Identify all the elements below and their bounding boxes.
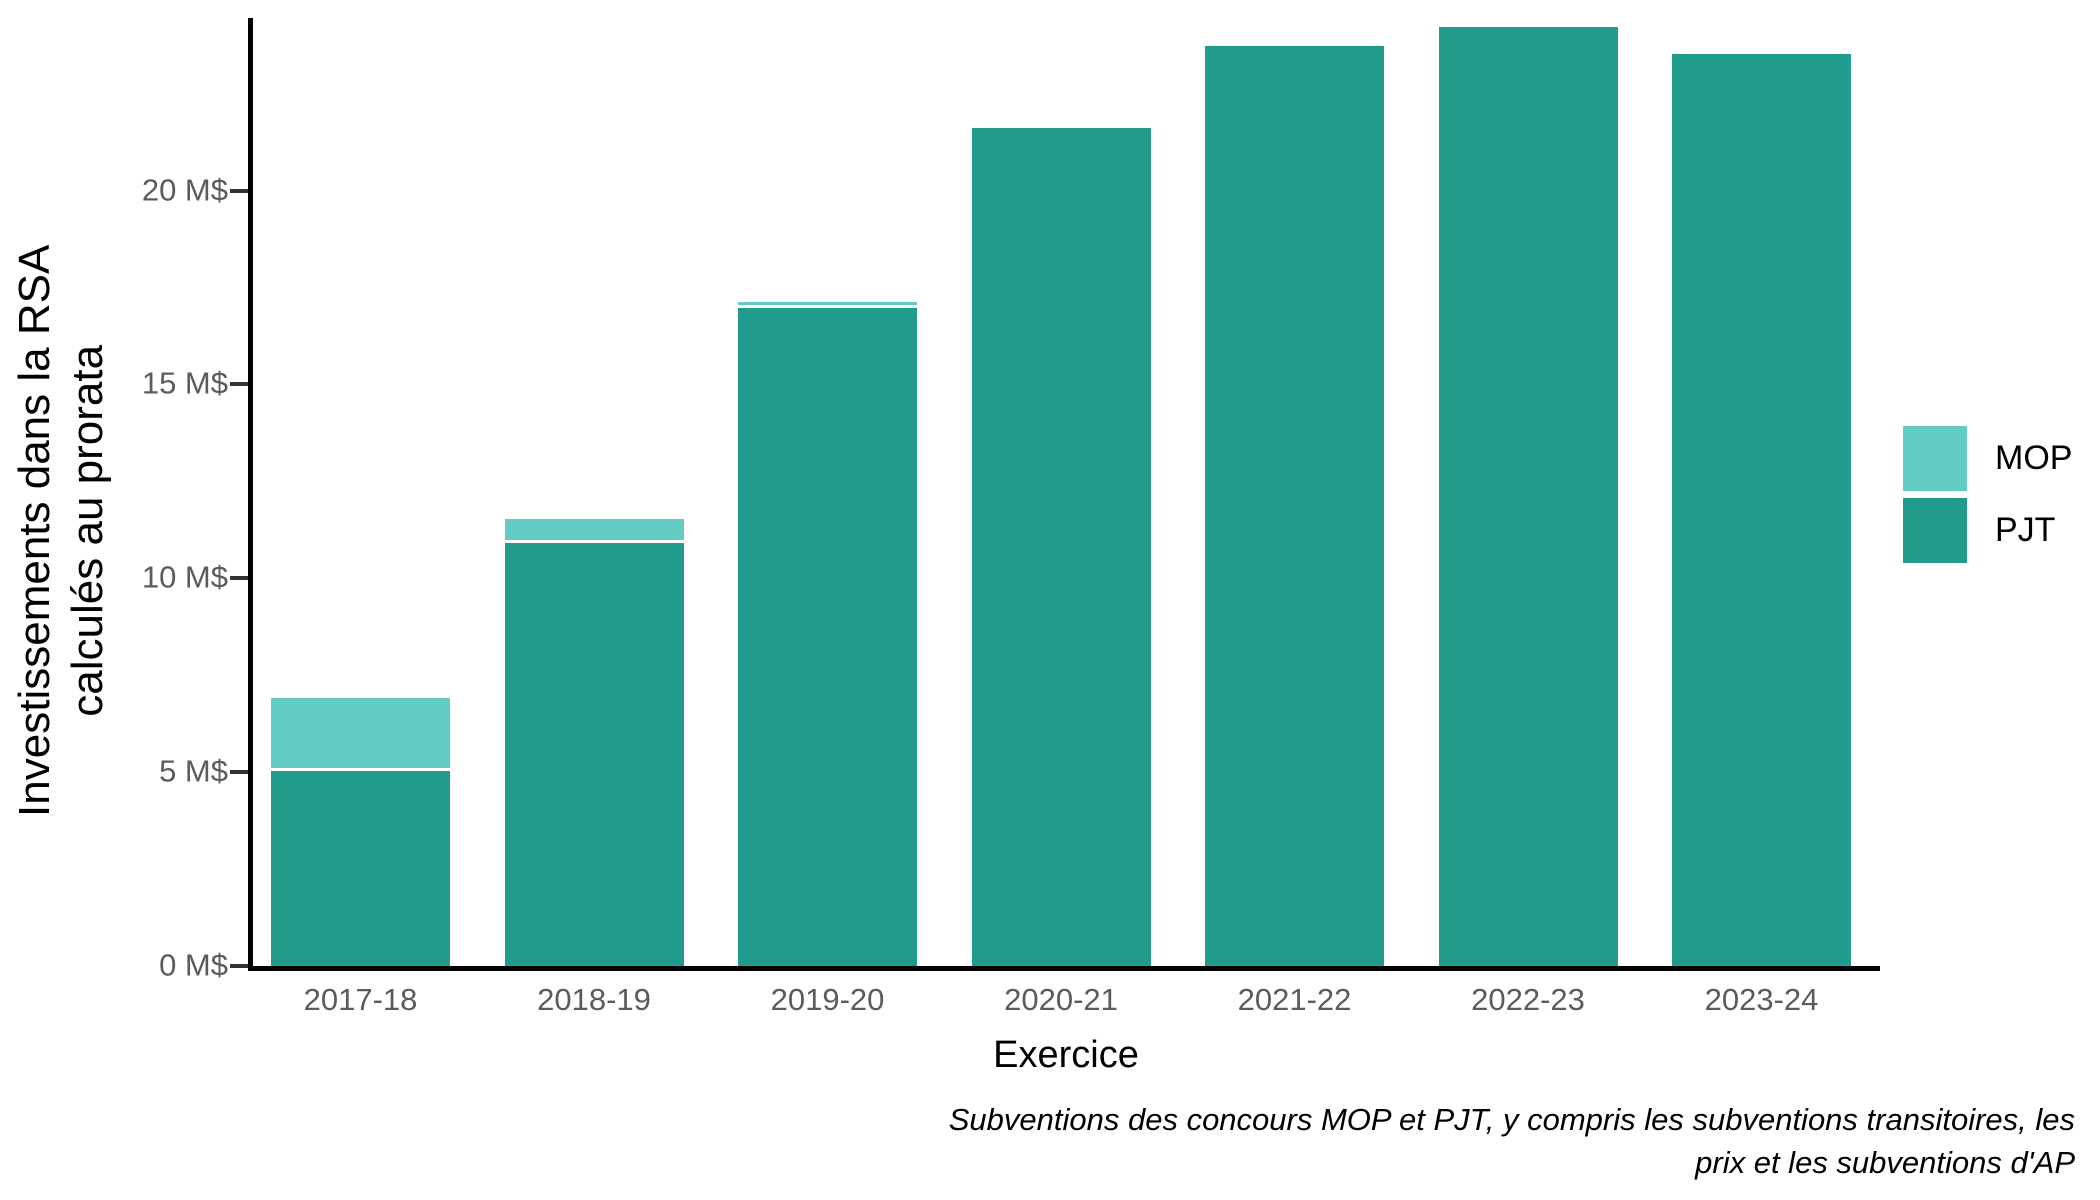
y-tick-mark: [230, 188, 248, 193]
bar-segment-pjt-2022-23: [1435, 23, 1621, 966]
y-axis-title-line2: calculés au prorata: [63, 344, 112, 717]
bar-2017-18: [268, 694, 453, 966]
y-axis-line: [248, 18, 253, 971]
bar-segment-pjt-2020-21: [968, 124, 1154, 966]
bar-segment-mop-2018-19: [501, 516, 687, 540]
bar-segment-mop-2019-20: [735, 299, 920, 305]
bar-2023-24: [1669, 51, 1854, 966]
y-tick-label: 0 M$: [159, 947, 228, 983]
legend-item-mop: MOP: [1903, 426, 2072, 491]
x-tick-label-2021-22: 2021-22: [1237, 982, 1352, 1017]
y-tick-label: 10 M$: [141, 559, 228, 595]
x-tick-label-2019-20: 2019-20: [770, 982, 885, 1017]
caption-line1: Subventions des concours MOP et PJT, y c…: [948, 1102, 2075, 1137]
y-tick-mark: [230, 964, 248, 968]
y-tick-label: 5 M$: [159, 753, 228, 789]
y-tick-label: 20 M$: [141, 171, 228, 207]
bar-segment-pjt-2017-18: [268, 768, 453, 966]
bar-2019-20: [735, 299, 920, 966]
legend: MOP PJT: [1903, 426, 2072, 563]
x-axis-line: [248, 966, 1880, 971]
x-tick-label-2022-23: 2022-23: [1471, 982, 1585, 1017]
caption-line2: prix et les subventions d'AP: [1695, 1145, 2075, 1181]
legend-label-pjt: PJT: [1995, 511, 2056, 549]
legend-swatch-mop: [1903, 426, 1967, 491]
x-axis-title: Exercice: [993, 1034, 1139, 1076]
legend-label-mop: MOP: [1995, 439, 2073, 477]
bar-2022-23: [1435, 23, 1621, 966]
bar-segment-pjt-2023-24: [1669, 51, 1854, 966]
y-tick-mark: [230, 382, 248, 387]
y-tick-mark: [230, 576, 248, 581]
y-axis-title-line1: Investissements dans la RSA: [10, 244, 60, 817]
y-tick-mark: [230, 770, 248, 775]
y-tick-label: 15 M$: [141, 365, 228, 401]
legend-item-pjt: PJT: [1903, 498, 2072, 563]
x-tick-label-2023-24: 2023-24: [1704, 982, 1819, 1017]
bar-segment-mop-2017-18: [268, 694, 453, 769]
bar-2020-21: [968, 124, 1154, 966]
bar-2018-19: [501, 516, 687, 966]
caption: Subventions des concours MOP et PJT, y c…: [949, 1098, 2075, 1185]
bar-2021-22: [1202, 43, 1387, 966]
legend-swatch-pjt: [1903, 498, 1967, 563]
x-tick-label-2018-19: 2018-19: [537, 982, 651, 1017]
bar-segment-pjt-2021-22: [1202, 43, 1387, 966]
y-axis-title: Investissements dans la RSA calculés au …: [9, 81, 115, 981]
bar-segment-pjt-2019-20: [735, 304, 920, 966]
plot-area: [253, 20, 1880, 966]
x-tick-label-2017-18: 2017-18: [303, 982, 418, 1017]
x-tick-label-2020-21: 2020-21: [1004, 982, 1118, 1017]
bar-segment-pjt-2018-19: [501, 539, 687, 966]
